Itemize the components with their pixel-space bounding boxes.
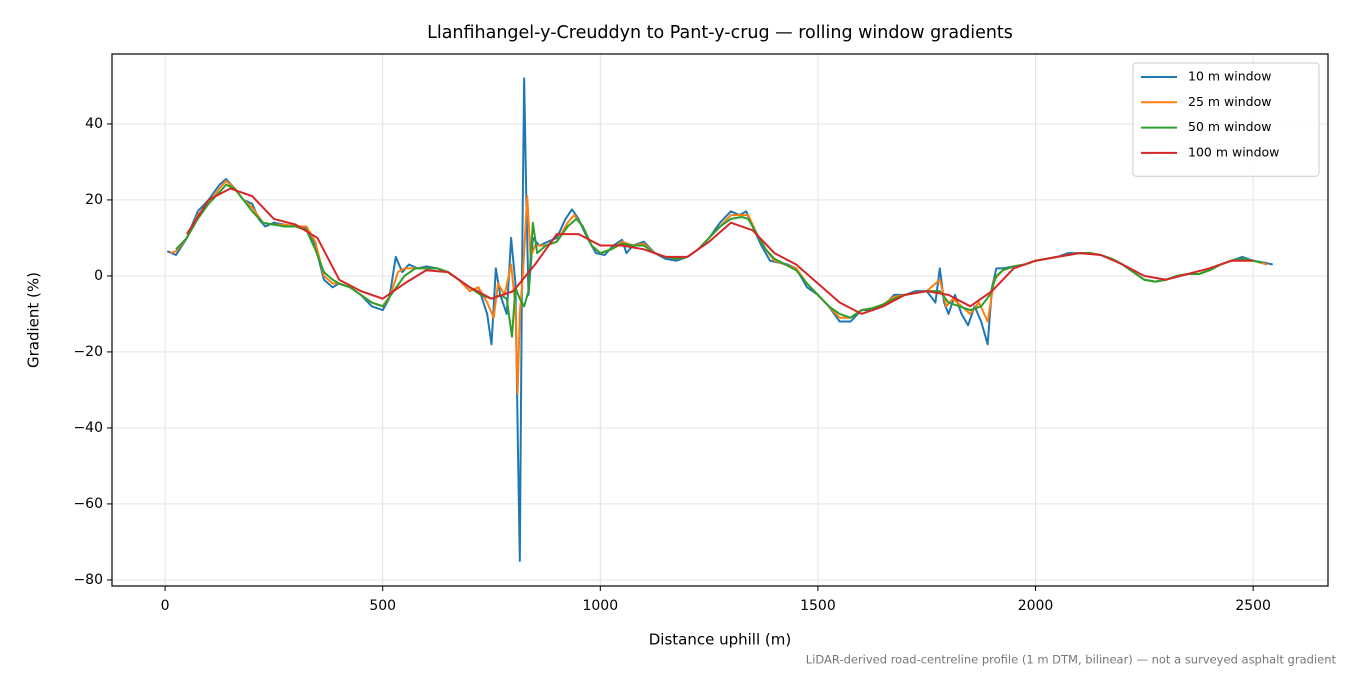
x-tick-label: 0 [161, 598, 170, 614]
footnote: LiDAR-derived road-centreline profile (1… [806, 653, 1337, 667]
legend-box [1132, 62, 1320, 177]
ticks: 0 500 1000 1500 2000 2500 −80 −60 −40 −20 0 20 40 [73, 116, 1271, 614]
legend: 10 m window 25 m window 50 m window 100 m w… [1132, 62, 1320, 177]
series-line [186, 187, 1254, 315]
plot-frame [111, 53, 1329, 587]
x-tick-label: 1500 [800, 598, 836, 614]
y-tick-label: −60 [73, 496, 103, 512]
x-tick-label: 2000 [1018, 598, 1054, 614]
y-axis-label: Gradient (%) [25, 272, 43, 368]
y-tick-label: 40 [85, 116, 103, 132]
y-tick-label: −80 [73, 572, 103, 588]
y-tick-label: −20 [73, 344, 103, 360]
x-tick-label: 1000 [582, 598, 618, 614]
lines [166, 77, 1273, 562]
legend-label: 50 m window [1188, 119, 1271, 134]
x-tick-label: 500 [369, 598, 396, 614]
chart-title: Llanfihangel-y-Creuddyn to Pant-y-crug —… [427, 23, 1013, 43]
legend-label: 100 m window [1188, 144, 1279, 159]
x-axis-label: Distance uphill (m) [649, 631, 791, 649]
x-tick-label: 2500 [1235, 598, 1271, 614]
y-tick-label: −40 [73, 420, 103, 436]
y-tick-label: 20 [85, 192, 103, 208]
y-tick-label: 0 [94, 268, 103, 284]
legend-label: 10 m window [1188, 69, 1271, 84]
legend-label: 25 m window [1188, 94, 1271, 109]
grid [112, 54, 1328, 586]
